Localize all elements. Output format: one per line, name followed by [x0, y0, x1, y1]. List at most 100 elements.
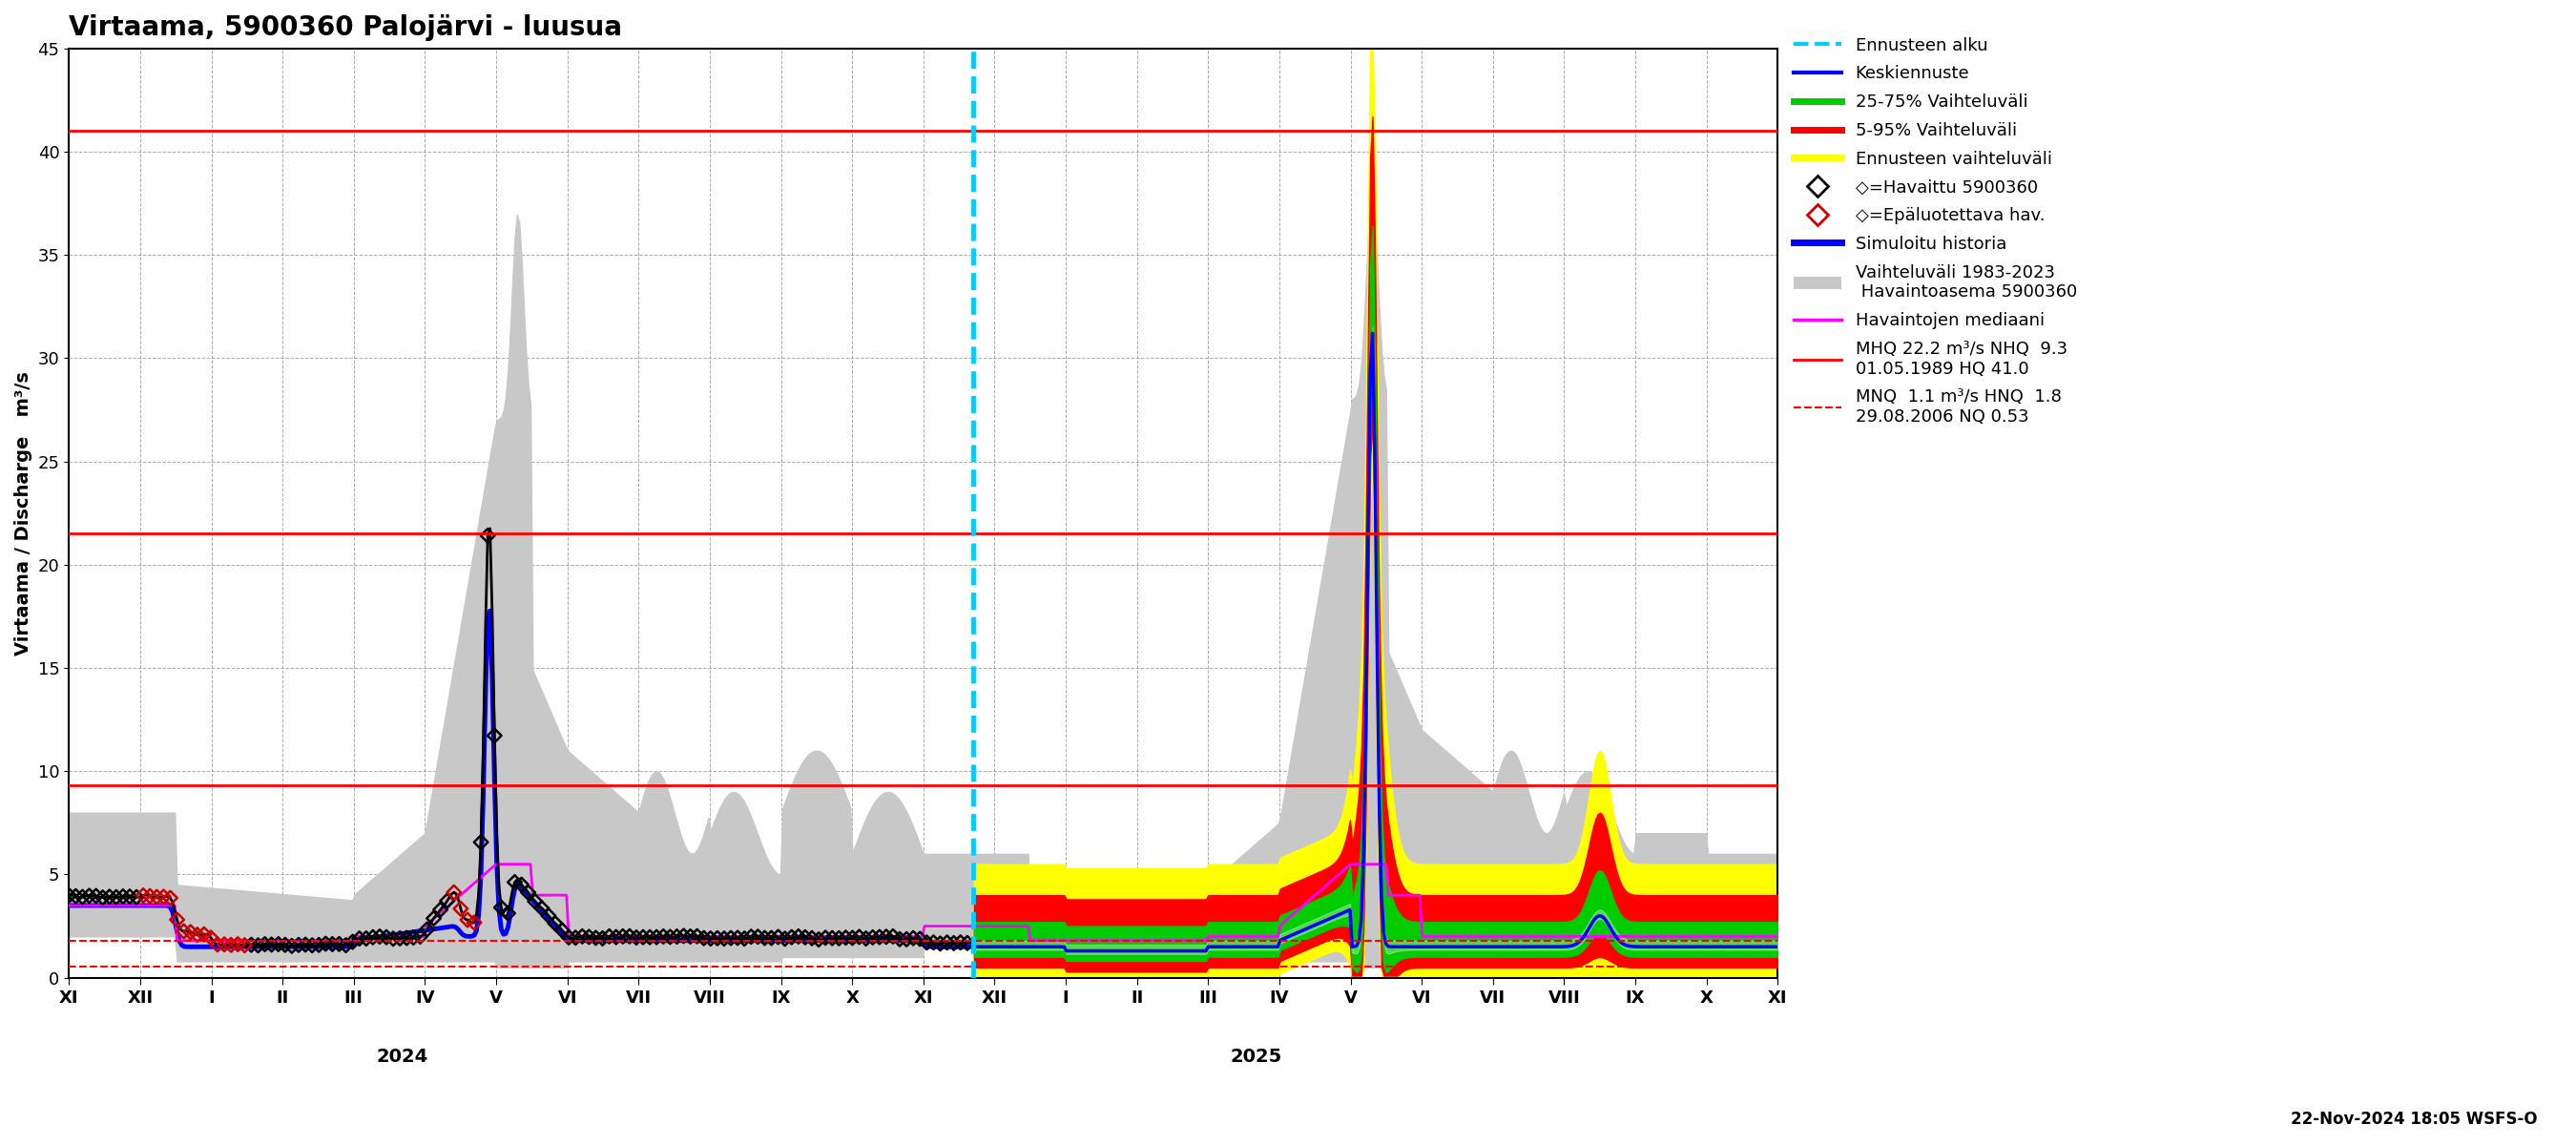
Point — [412, 909, 453, 927]
Point — [49, 886, 90, 905]
Point — [927, 933, 969, 951]
Point — [858, 927, 899, 946]
Point — [737, 927, 778, 946]
Point — [265, 935, 307, 954]
Point — [636, 927, 677, 946]
Point — [137, 887, 178, 906]
Point — [562, 927, 603, 946]
Point — [299, 935, 340, 954]
Point — [386, 929, 428, 947]
Point — [582, 930, 623, 948]
Point — [899, 930, 940, 948]
Point — [428, 892, 469, 910]
Point — [196, 935, 237, 954]
Point — [183, 925, 224, 943]
Point — [750, 929, 791, 947]
Point — [765, 930, 806, 948]
Point — [853, 929, 894, 947]
Point — [124, 886, 165, 905]
Point — [474, 726, 515, 744]
Point — [703, 930, 744, 948]
Point — [683, 929, 724, 947]
Point — [149, 889, 191, 907]
Point — [657, 927, 698, 946]
Point — [278, 935, 319, 954]
Point — [520, 899, 562, 917]
Point — [353, 929, 394, 947]
Point — [500, 876, 541, 894]
Point — [819, 929, 860, 947]
Point — [866, 927, 907, 946]
Point — [129, 887, 170, 906]
Point — [515, 892, 556, 910]
Point — [319, 934, 361, 953]
Point — [407, 921, 448, 939]
Point — [907, 933, 948, 951]
Point — [204, 935, 245, 954]
Point — [392, 929, 433, 947]
Point — [933, 934, 974, 953]
Point — [162, 922, 204, 940]
Point — [75, 886, 116, 905]
Point — [270, 937, 312, 955]
Point — [340, 930, 381, 948]
Point — [616, 929, 657, 947]
Point — [82, 889, 124, 907]
Point — [554, 929, 595, 947]
Point — [541, 921, 582, 939]
Point — [358, 927, 399, 946]
Point — [569, 927, 611, 946]
Point — [920, 934, 961, 953]
Point — [770, 927, 811, 946]
Point — [487, 905, 528, 923]
Point — [250, 935, 291, 954]
Point — [237, 937, 278, 955]
Point — [824, 929, 866, 947]
Point — [374, 930, 415, 948]
Point — [245, 935, 286, 954]
Point — [629, 927, 670, 946]
Point — [433, 883, 474, 901]
Point — [70, 886, 111, 905]
Point — [90, 887, 131, 906]
Point — [595, 927, 636, 946]
Point — [840, 927, 881, 946]
Point — [116, 889, 157, 907]
Point — [662, 926, 703, 945]
Point — [791, 929, 832, 947]
Point — [325, 937, 366, 955]
Point — [224, 937, 265, 955]
Point — [574, 929, 616, 947]
Point — [142, 887, 183, 906]
Point — [420, 900, 461, 918]
Point — [696, 929, 737, 947]
Point — [232, 935, 273, 954]
Point — [103, 887, 144, 906]
Point — [786, 929, 827, 947]
Point — [108, 887, 149, 906]
Point — [732, 927, 773, 946]
Point — [178, 925, 219, 943]
Point — [95, 889, 137, 907]
Text: Virtaama, 5900360 Palojärvi - luusua: Virtaama, 5900360 Palojärvi - luusua — [70, 14, 623, 41]
Point — [670, 927, 711, 946]
Point — [724, 930, 765, 948]
Point — [649, 927, 690, 946]
Point — [940, 933, 981, 951]
Point — [332, 933, 374, 951]
Point — [757, 927, 799, 946]
Point — [878, 930, 920, 948]
Point — [945, 934, 987, 953]
Point — [832, 929, 873, 947]
Point — [716, 929, 757, 947]
Point — [894, 929, 935, 947]
Point — [466, 527, 507, 545]
Text: 2024: 2024 — [376, 1048, 428, 1066]
Point — [453, 914, 495, 932]
Point — [623, 927, 665, 946]
Point — [799, 930, 840, 948]
Point — [690, 930, 732, 948]
Point — [644, 927, 685, 946]
Point — [711, 929, 752, 947]
Point — [54, 887, 95, 906]
